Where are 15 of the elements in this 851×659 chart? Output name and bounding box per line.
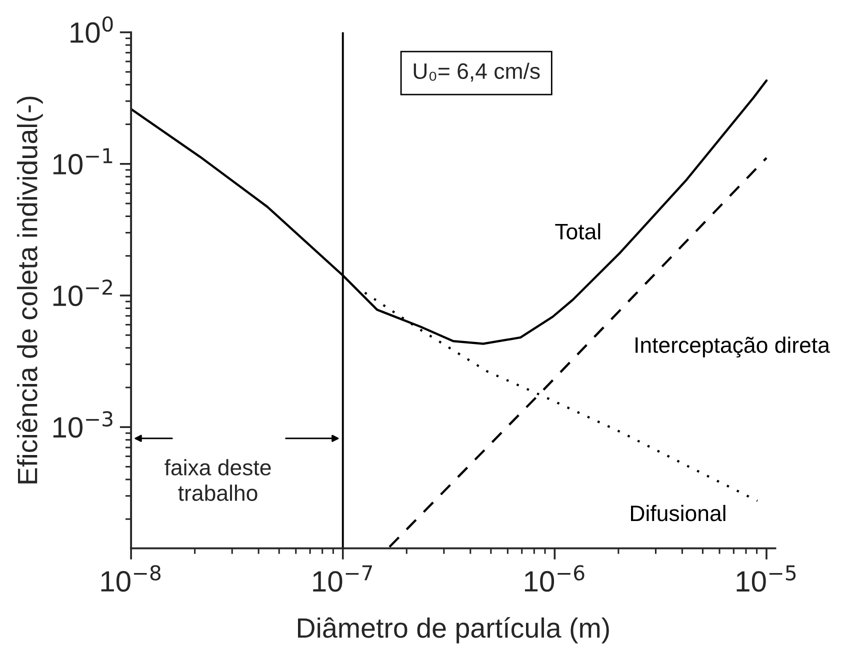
x-axis-title: Diâmetro de partícula (m) xyxy=(298,617,609,644)
series-label: Interceptação direta xyxy=(636,336,830,358)
y-tick-label: 10$^{−3}$ xyxy=(53,411,112,438)
y-axis-title: Eficiência de coleta individual(-) xyxy=(16,96,43,484)
series-label: Difusional xyxy=(631,504,726,522)
x-tick-label: 10$^{−6}$ xyxy=(524,565,584,592)
annotation: U₀= 6,4 cm/s xyxy=(414,62,540,82)
series-label: Total xyxy=(555,223,600,240)
annotation: faixa deste trabalho xyxy=(164,459,271,501)
y-tick-label: 10$^{−1}$ xyxy=(53,148,112,175)
y-tick-label: 10$^{0}$ xyxy=(70,16,113,43)
y-tick-label: 10$^{−2}$ xyxy=(53,280,112,306)
x-tick-label: 10$^{−7}$ xyxy=(313,565,372,592)
x-tick-label: 10$^{−5}$ xyxy=(736,565,796,592)
x-tick-label: 10$^{−8}$ xyxy=(101,565,161,592)
